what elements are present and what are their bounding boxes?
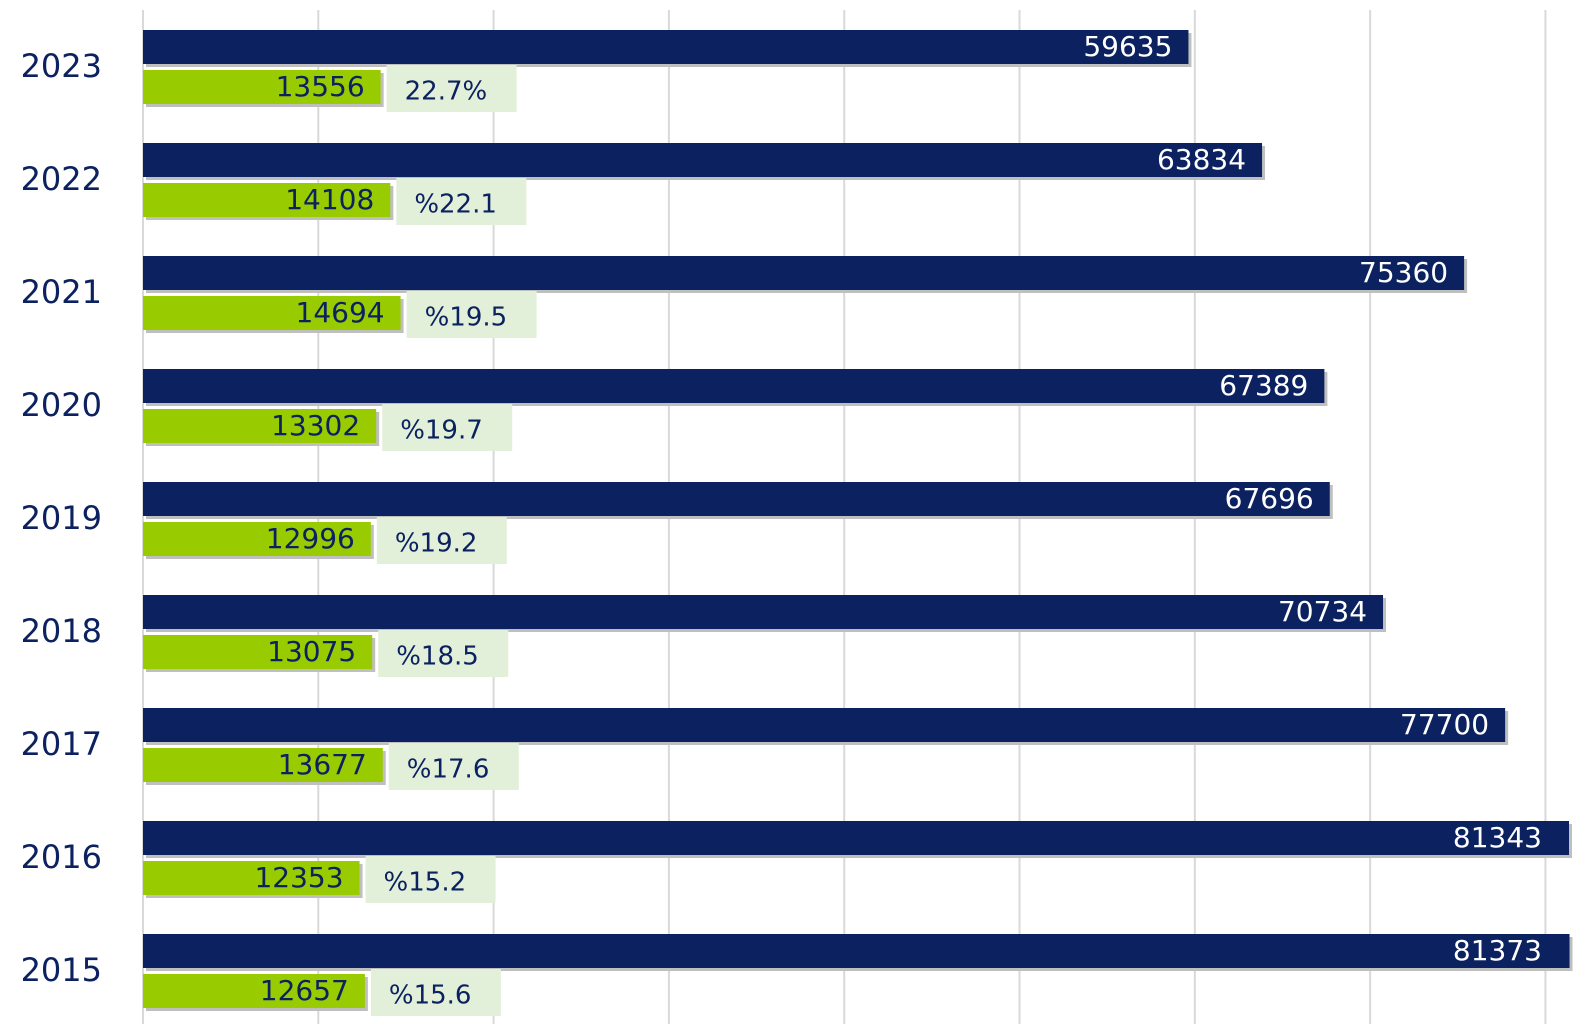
bar (143, 296, 401, 330)
bar (143, 974, 365, 1008)
data-label: 13556 (276, 70, 365, 103)
bar (143, 409, 377, 443)
annotation-box (378, 630, 509, 677)
bar (143, 635, 373, 669)
data-label: 67696 (1225, 482, 1314, 515)
y-tick-label: 2017 (21, 725, 102, 763)
data-label: 13302 (271, 409, 360, 442)
y-tick-label: 2016 (21, 838, 102, 876)
bar (143, 522, 371, 556)
bar (143, 934, 1570, 968)
data-label: 77700 (1400, 708, 1489, 741)
y-tick-label: 2018 (21, 612, 102, 650)
y-tick-label: 2023 (21, 47, 102, 85)
bar (143, 143, 1263, 177)
data-label: 13075 (267, 635, 356, 668)
bar (143, 30, 1189, 64)
data-label: 12353 (254, 861, 343, 894)
data-label: 70734 (1278, 595, 1367, 628)
bar (143, 748, 383, 782)
annotation-box (382, 404, 513, 451)
bar (143, 482, 1330, 516)
annotation: %22.1 (414, 190, 497, 220)
annotation: %19.7 (400, 416, 483, 446)
annotation: %15.2 (384, 868, 467, 898)
annotation-box (386, 65, 517, 112)
annotation: %15.6 (389, 981, 472, 1011)
data-label: 14108 (285, 183, 374, 216)
annotation: 22.7% (405, 77, 488, 107)
data-label: 81343 (1453, 821, 1542, 854)
annotation-box (406, 291, 537, 338)
annotation: %17.6 (407, 755, 490, 785)
plot-area (143, 30, 1573, 1011)
annotation-box (365, 856, 496, 903)
y-tick-label: 2021 (21, 273, 102, 311)
bar (143, 183, 391, 217)
bar (143, 595, 1384, 629)
y-tick-label: 2020 (21, 386, 102, 424)
data-label: 67389 (1219, 369, 1308, 402)
y-tick-label: 2019 (21, 499, 102, 537)
annotation: %19.2 (395, 529, 478, 559)
data-label: 81373 (1453, 934, 1542, 967)
bar (143, 369, 1325, 403)
annotation-box (370, 969, 501, 1016)
data-label: 12657 (260, 974, 349, 1007)
bar (143, 821, 1570, 855)
data-label: 14694 (296, 296, 385, 329)
bar (143, 256, 1465, 290)
y-tick-label: 2022 (21, 160, 102, 198)
annotation: %18.5 (396, 642, 479, 672)
annotation-box (376, 517, 507, 564)
data-label: 13677 (278, 748, 367, 781)
bar (143, 708, 1506, 742)
annotation-box (388, 743, 519, 790)
bar (143, 70, 381, 104)
data-label: 12996 (266, 522, 355, 555)
annotation: %19.5 (425, 303, 508, 333)
data-label: 75360 (1359, 256, 1448, 289)
data-label: 63834 (1157, 143, 1246, 176)
annotation-box (396, 178, 527, 225)
bar (143, 861, 360, 895)
data-label: 59635 (1083, 30, 1172, 63)
y-tick-label: 2015 (21, 951, 102, 989)
